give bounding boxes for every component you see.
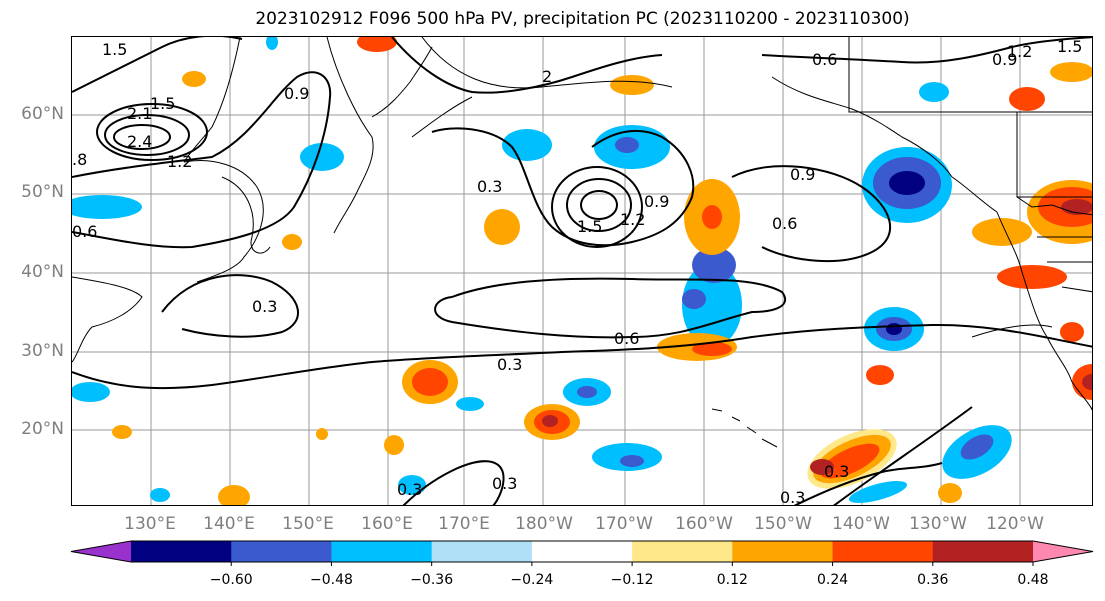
contour-label: 0.3 xyxy=(397,480,422,499)
colorbar-cell xyxy=(231,541,332,562)
colorbar-extend-max xyxy=(1033,541,1093,562)
contour-label: 0.9 xyxy=(644,192,669,211)
colorbar-tick-label: 0.24 xyxy=(816,572,849,588)
contour-label: 0.9 xyxy=(790,165,815,184)
colorbar-cell xyxy=(832,541,934,562)
map-panel: 1.5 1.5 2.1 2.4 1.2 .8 0.6 0.9 2 0.3 1.5… xyxy=(71,36,1093,506)
map-canvas: 1.5 1.5 2.1 2.4 1.2 .8 0.6 0.9 2 0.3 1.5… xyxy=(72,37,1092,506)
coastlines xyxy=(72,37,1092,448)
colorbar-cell xyxy=(331,541,433,562)
lon-label-130w: 130°W xyxy=(909,514,967,534)
colorbar-cells xyxy=(70,540,1094,566)
contour-label: 0.6 xyxy=(772,214,797,233)
lon-label-170e: 170°E xyxy=(438,514,490,534)
contour-label: 1.5 xyxy=(150,94,175,113)
colorbar-tick-label: 0.48 xyxy=(1017,572,1049,588)
contour-label: 2.4 xyxy=(127,132,152,151)
contour-labels: 1.5 1.5 2.1 2.4 1.2 .8 0.6 0.9 2 0.3 1.5… xyxy=(72,37,1082,506)
contour-label: 0.9 xyxy=(284,84,309,103)
pv-contours xyxy=(72,37,1092,505)
contour-label: 0.6 xyxy=(614,329,639,348)
colorbar-tick-label: −0.24 xyxy=(510,572,554,588)
lon-label-180w: 180°W xyxy=(515,514,573,534)
contour-label: .8 xyxy=(72,150,87,169)
contour-label: 2 xyxy=(542,67,552,86)
lon-label-170w: 170°W xyxy=(595,514,653,534)
colorbar-tick-label: −0.48 xyxy=(309,572,353,588)
colorbar-tick-label: −0.12 xyxy=(610,572,654,588)
lat-label-20n: 20°N xyxy=(21,419,64,439)
contour-label: 0.3 xyxy=(497,355,522,374)
colorbar-outline xyxy=(70,540,1094,563)
contour-label: 0.3 xyxy=(824,462,849,481)
lon-label-140e: 140°E xyxy=(203,514,255,534)
contour-label: 1.2 xyxy=(167,152,192,171)
colorbar-extend-min xyxy=(71,541,131,562)
contour-label: 1.2 xyxy=(1007,42,1032,61)
colorbar-tick-label: 0.36 xyxy=(917,572,949,588)
colorbar-cell xyxy=(531,541,633,562)
colorbar-cell xyxy=(632,541,733,562)
colorbar-cell xyxy=(431,541,533,562)
contour-label: 0.3 xyxy=(780,488,805,506)
lat-label-40n: 40°N xyxy=(21,262,64,282)
precipitation-shading xyxy=(72,37,1092,505)
contour-label: 0.6 xyxy=(812,50,837,69)
contour-label: 0.3 xyxy=(477,177,502,196)
lat-label-50n: 50°N xyxy=(21,182,64,202)
lat-label-30n: 30°N xyxy=(21,341,64,361)
contour-label: 1.2 xyxy=(620,210,645,229)
lat-label-60n: 60°N xyxy=(21,104,64,124)
contour-label: 0.6 xyxy=(72,222,97,241)
lon-label-130e: 130°E xyxy=(124,514,176,534)
contour-label: 1.5 xyxy=(102,40,127,59)
lon-label-150w: 150°W xyxy=(754,514,812,534)
colorbar-cell xyxy=(932,541,1034,562)
lon-label-120w: 120°W xyxy=(986,514,1044,534)
colorbar-tick-label: −0.60 xyxy=(209,572,253,588)
contour-label: 2.1 xyxy=(127,104,152,123)
colorbar-cell xyxy=(732,541,834,562)
colorbar-tick-label: −0.36 xyxy=(410,572,454,588)
contour-label: 0.3 xyxy=(492,474,517,493)
lon-label-160e: 160°E xyxy=(361,514,413,534)
map-title: 2023102912 F096 500 hPa PV, precipitatio… xyxy=(255,9,910,29)
lon-label-140w: 140°W xyxy=(832,514,890,534)
lon-label-150e: 150°E xyxy=(282,514,334,534)
contour-label: 1.5 xyxy=(1057,37,1082,56)
lon-label-160w: 160°W xyxy=(675,514,733,534)
contour-label: 0.3 xyxy=(252,297,277,316)
colorbar-cell xyxy=(131,541,232,562)
contour-label: 1.5 xyxy=(577,217,602,236)
contour-label: 0.9 xyxy=(992,50,1017,69)
colorbar-tick-label: 0.12 xyxy=(716,572,748,588)
